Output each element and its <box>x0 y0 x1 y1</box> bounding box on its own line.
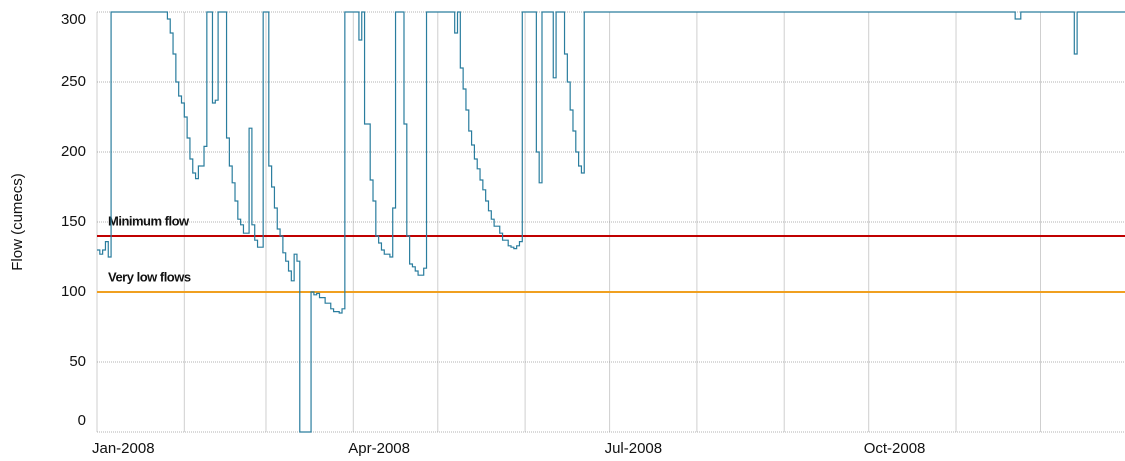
x-tick-label: Oct-2008 <box>864 440 926 457</box>
x-tick-label: Jul-2008 <box>605 440 663 457</box>
y-tick-label: 100 <box>61 283 86 300</box>
reference-label: Very low flows <box>108 269 191 284</box>
reference-label: Minimum flow <box>108 213 190 228</box>
y-tick-label: 150 <box>61 213 86 230</box>
x-tick-label: Apr-2008 <box>348 440 410 457</box>
y-tick-label: 0 <box>78 412 86 429</box>
y-tick-label: 250 <box>61 73 86 90</box>
y-tick-label: 300 <box>61 11 86 28</box>
flow-line <box>97 11 1125 433</box>
y-axis-label: Flow (cumecs) <box>9 173 26 271</box>
y-tick-label: 50 <box>69 353 86 370</box>
y-tick-label: 200 <box>61 143 86 160</box>
x-tick-label: Jan-2008 <box>92 440 155 457</box>
